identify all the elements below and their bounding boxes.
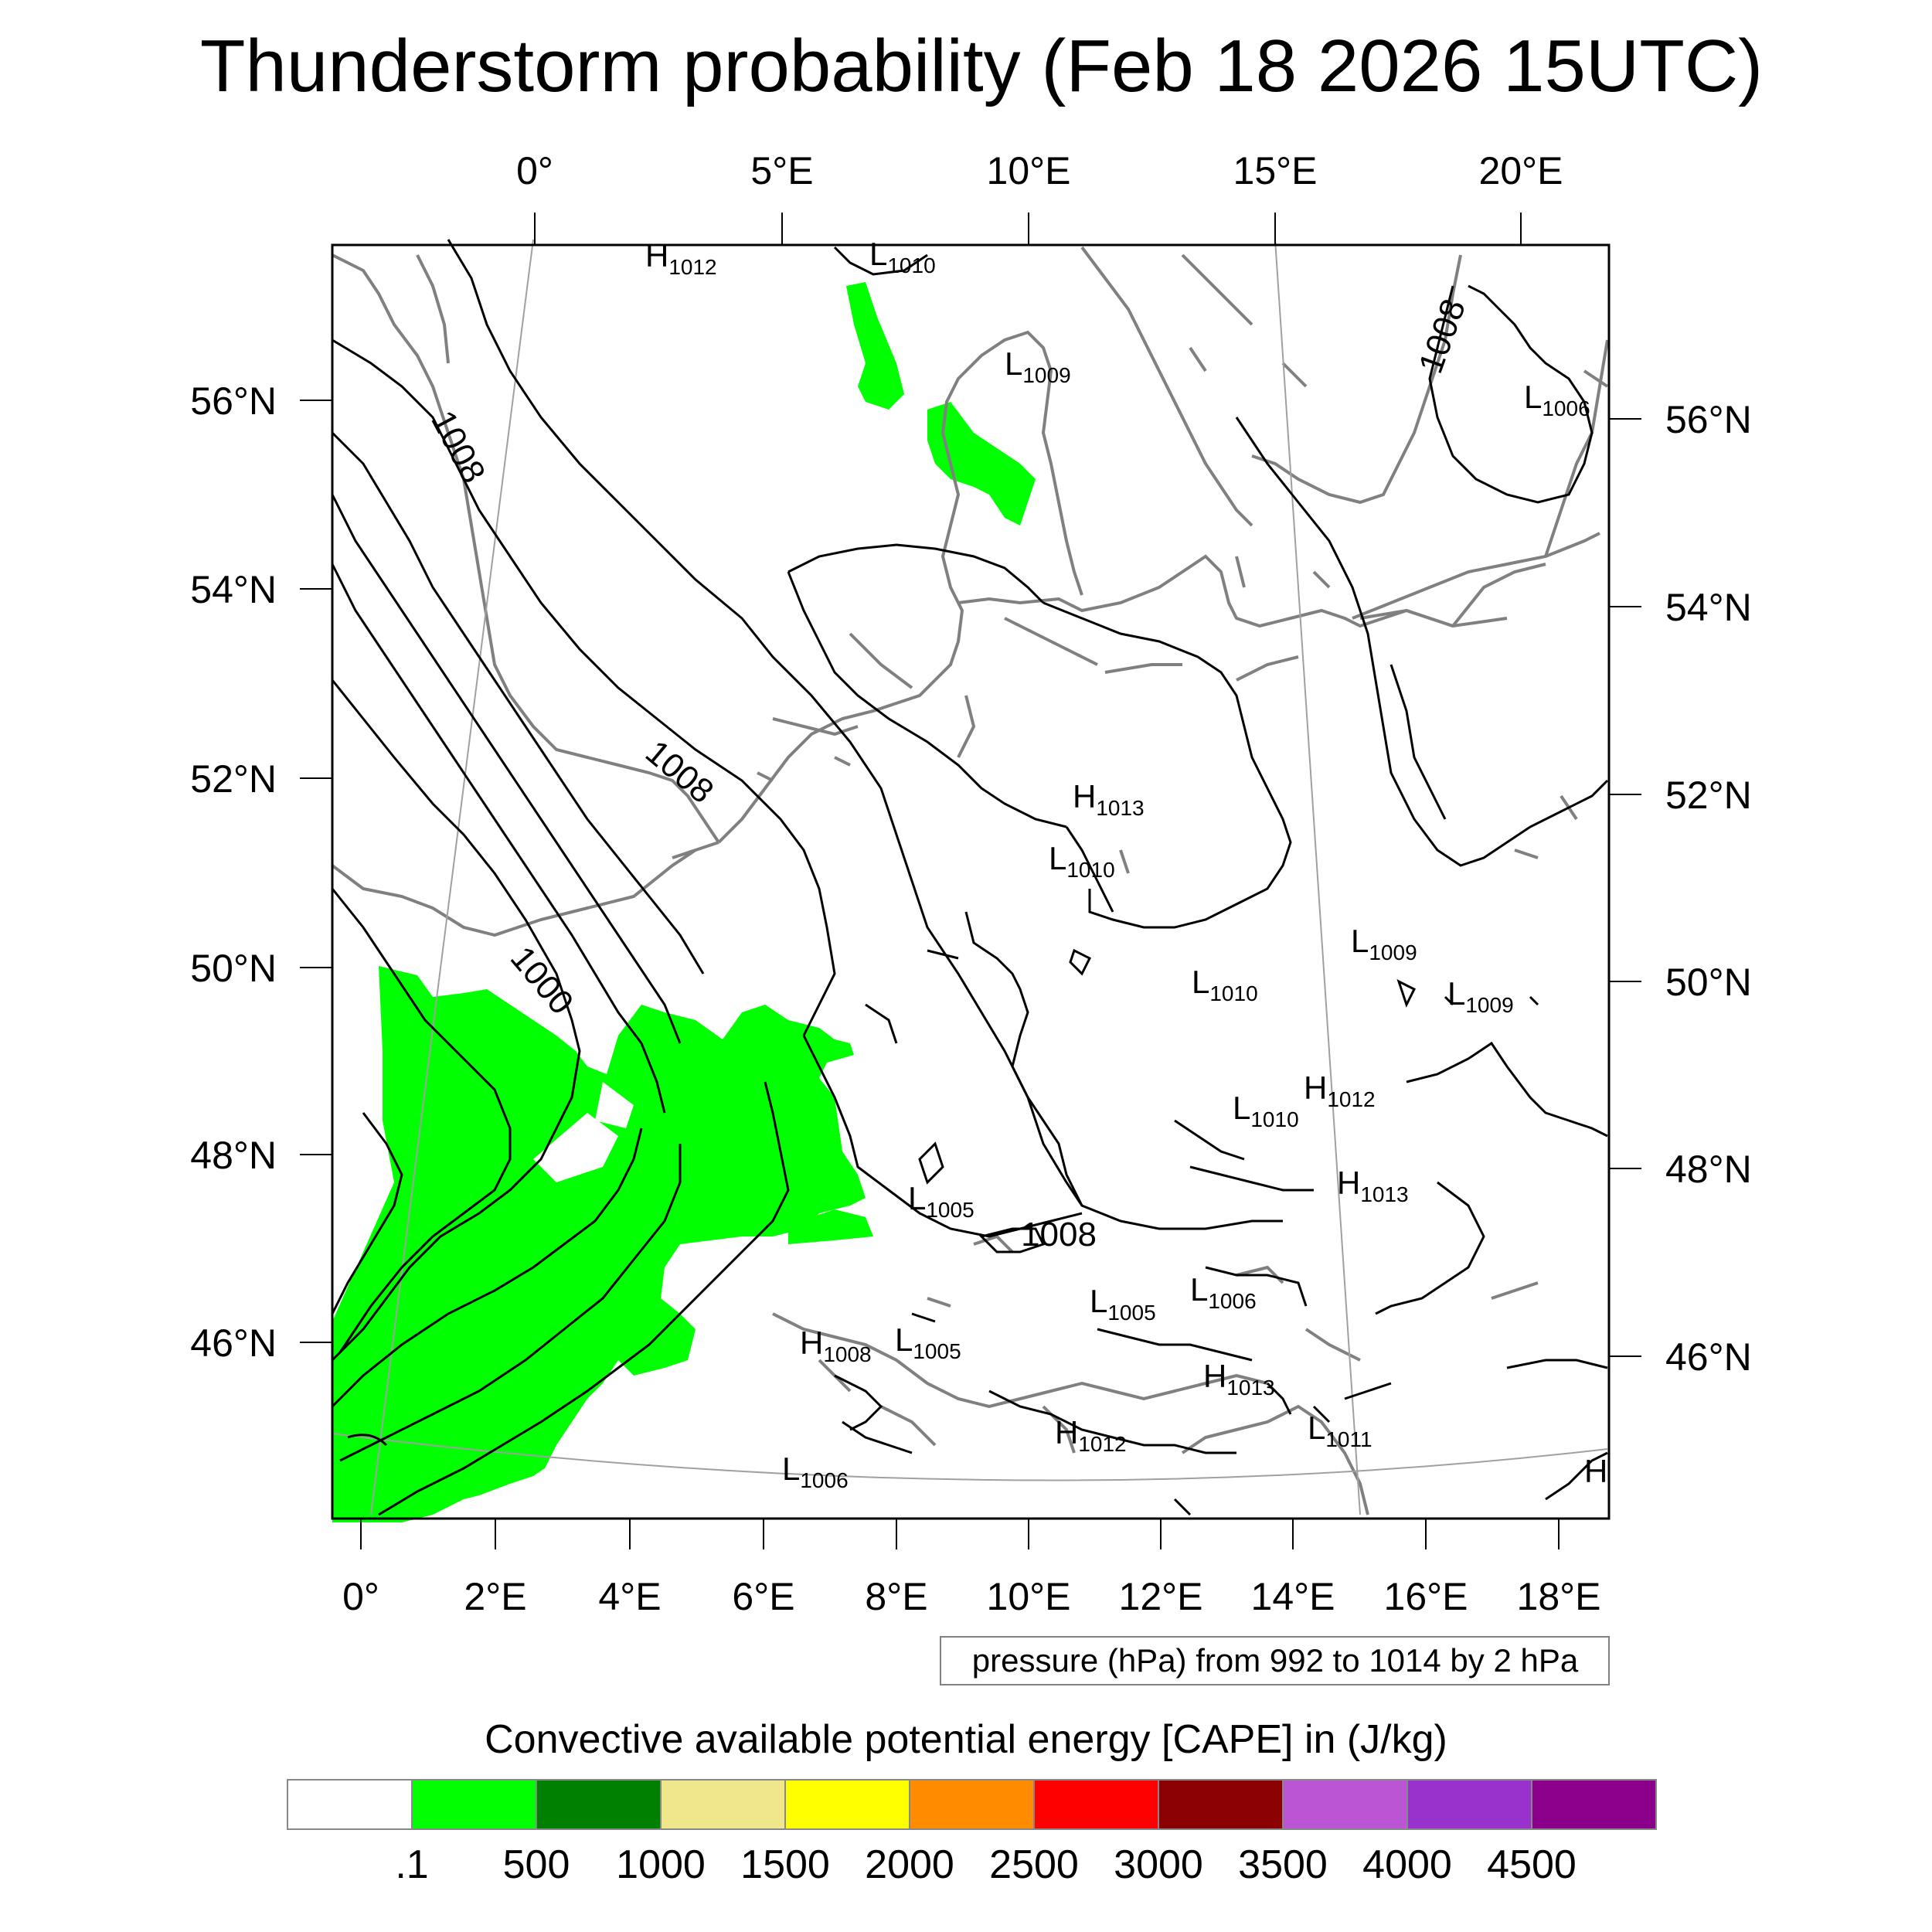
colorbar-swatch — [411, 1779, 537, 1830]
colorbar-swatch — [536, 1779, 662, 1830]
colorbar-label: 2500 — [989, 1842, 1079, 1887]
pressure-center-label: L1009 — [1447, 975, 1514, 1017]
bottom-lon-label: 18°E — [1517, 1575, 1601, 1618]
pressure-center-label: H1012 — [1304, 1070, 1376, 1111]
top-lon-label: 5°E — [750, 149, 813, 192]
bottom-lon-label: 0° — [342, 1575, 379, 1618]
top-longitude-labels: 0° 5°E 10°E 15°E 20°E — [516, 149, 1563, 192]
bottom-lon-label: 6°E — [732, 1575, 794, 1618]
colorbar-label: 4000 — [1362, 1842, 1452, 1887]
pressure-center-label: L1006 — [1524, 379, 1590, 420]
pressure-center-label: H1013 — [1203, 1358, 1275, 1400]
top-lon-label: 20°E — [1479, 149, 1563, 192]
tick-marks — [300, 213, 1641, 1549]
colorbar-swatch — [1033, 1779, 1159, 1830]
colorbar-swatch — [287, 1779, 413, 1830]
right-lat-label: 54°N — [1665, 586, 1752, 629]
pressure-center-label: H — [1584, 1453, 1607, 1489]
pressure-center-label: H1013 — [1073, 778, 1145, 820]
colorbar-label: 3500 — [1238, 1842, 1328, 1887]
pressure-center-label: L1006 — [782, 1451, 849, 1492]
bottom-longitude-labels: 0° 2°E 4°E 6°E 8°E 10°E 12°E 14°E 16°E 1… — [342, 1575, 1600, 1618]
right-latitude-labels: 56°N 54°N 52°N 50°N 48°N 46°N — [1665, 398, 1752, 1379]
pressure-center-label: L1010 — [1233, 1090, 1299, 1131]
cape-shading — [332, 282, 1036, 1522]
left-lat-label: 52°N — [190, 757, 277, 801]
colorbar-labels: .1 500 1000 1500 2000 2500 3000 3500 4000 4500 — [395, 1842, 1577, 1887]
map-frame — [331, 243, 1611, 1520]
right-lat-label: 48°N — [1665, 1148, 1752, 1191]
colorbar-label: .1 — [395, 1842, 428, 1887]
bottom-lon-label: 16°E — [1384, 1575, 1468, 1618]
colorbar-swatch — [1282, 1779, 1408, 1830]
left-lat-label: 54°N — [190, 568, 277, 611]
pressure-center-label: L1010 — [1049, 840, 1115, 882]
pressure-center-label: L1011 — [1308, 1410, 1372, 1451]
graticule — [332, 239, 1608, 1515]
bottom-lon-label: 2°E — [464, 1575, 526, 1618]
bottom-lon-label: 12°E — [1119, 1575, 1203, 1618]
pressure-center-label: L1005 — [895, 1321, 961, 1363]
right-lat-label: 46°N — [1665, 1335, 1752, 1379]
pressure-center-label: L1005 — [1090, 1283, 1156, 1325]
colorbar — [287, 1779, 1657, 1830]
map-title: Thunderstorm probability (Feb 18 2026 15… — [200, 25, 1763, 107]
left-lat-label: 56°N — [190, 379, 277, 423]
left-latitude-labels: 56°N 54°N 52°N 50°N 48°N 46°N — [190, 379, 277, 1365]
pressure-note: pressure (hPa) from 992 to 1014 by 2 hPa — [940, 1636, 1610, 1685]
colorbar-label: 4500 — [1487, 1842, 1577, 1887]
pressure-centers: H1012 L1010 L1009 L1006 H1013 L1010 L100… — [645, 236, 1607, 1492]
colorbar-label: 500 — [503, 1842, 570, 1887]
colorbar-swatch — [660, 1779, 786, 1830]
coastlines — [331, 246, 1609, 1515]
bottom-lon-label: 10°E — [987, 1575, 1071, 1618]
top-lon-label: 0° — [516, 149, 553, 192]
bottom-lon-label: 14°E — [1251, 1575, 1335, 1618]
colorbar-swatch — [1406, 1779, 1532, 1830]
colorbar-label: 2000 — [865, 1842, 954, 1887]
isobar-label: 1008 — [1021, 1216, 1097, 1253]
right-lat-label: 50°N — [1665, 961, 1752, 1004]
left-lat-label: 50°N — [190, 947, 277, 990]
legend-title: Convective available potential energy [C… — [485, 1717, 1447, 1762]
pressure-center-label: L1005 — [908, 1180, 975, 1222]
pressure-center-label: L1010 — [869, 236, 936, 277]
bottom-lon-label: 8°E — [865, 1575, 927, 1618]
pressure-center-label: L1009 — [1351, 923, 1417, 964]
isobars — [331, 239, 1609, 1516]
top-lon-label: 10°E — [987, 149, 1071, 192]
pressure-note-text: pressure (hPa) from 992 to 1014 by 2 hPa — [972, 1642, 1579, 1679]
colorbar-label: 1500 — [740, 1842, 830, 1887]
left-lat-label: 46°N — [190, 1321, 277, 1365]
top-lon-label: 15°E — [1233, 149, 1318, 192]
colorbar-swatch — [1158, 1779, 1284, 1830]
right-lat-label: 52°N — [1665, 774, 1752, 817]
pressure-center-label: H1012 — [645, 237, 717, 279]
colorbar-swatch — [909, 1779, 1035, 1830]
pressure-center-label: H1008 — [800, 1325, 872, 1366]
bottom-lon-label: 4°E — [598, 1575, 661, 1618]
left-lat-label: 48°N — [190, 1134, 277, 1177]
isobar-label: 1008 — [1412, 294, 1474, 379]
isobar-label: 1008 — [638, 733, 720, 811]
colorbar-label: 1000 — [616, 1842, 706, 1887]
pressure-center-label: L1006 — [1190, 1271, 1257, 1313]
colorbar-swatch — [1531, 1779, 1657, 1830]
pressure-center-label: L1010 — [1192, 964, 1258, 1005]
colorbar-swatch — [784, 1779, 910, 1830]
colorbar-label: 3000 — [1114, 1842, 1203, 1887]
pressure-center-label: L1009 — [1005, 345, 1071, 387]
isobar-label: 1008 — [423, 404, 492, 488]
right-lat-label: 56°N — [1665, 398, 1752, 441]
pressure-center-label: H1012 — [1055, 1414, 1127, 1456]
pressure-center-label: H1013 — [1337, 1165, 1409, 1206]
